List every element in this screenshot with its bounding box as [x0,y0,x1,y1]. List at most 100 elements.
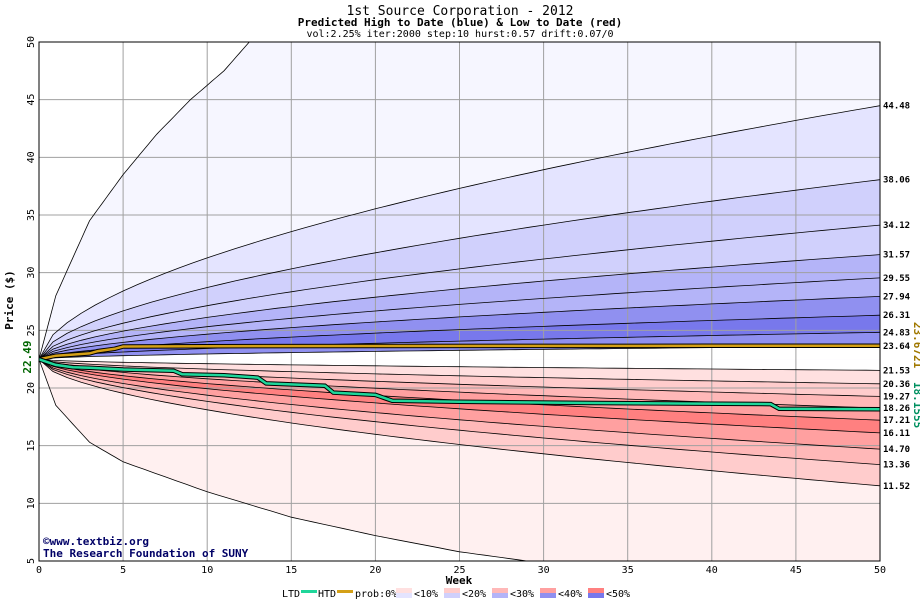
percentile-end-label: 23.64 [883,342,911,352]
percentile-end-label: 11.52 [883,482,910,492]
x-tick-label: 40 [706,565,718,576]
x-tick-label: 45 [790,565,802,576]
band-blue-over-4 [39,277,880,360]
band-red-4 [39,359,880,433]
percentile-end-label: 21.53 [883,366,910,376]
legend-band-swatch-blue [396,593,412,598]
series-lines [38,343,881,412]
legend-band-label: <40% [558,589,582,600]
legend-band-swatch-blue [444,593,460,598]
y-tick-label: 45 [26,94,37,106]
upper-percentile-curve [39,331,880,360]
x-tick-label: 15 [285,565,297,576]
band-red-5 [39,359,880,450]
band-red-2 [39,359,880,409]
lower-percentile-curve [39,358,880,487]
x-tick-label: 20 [369,565,381,576]
percentile-end-label: 38.06 [883,176,910,186]
legend-band-swatch-blue [540,593,556,598]
start-price-label: 22.49 [21,340,34,373]
lower-percentile-curve [39,358,880,465]
percentile-end-label: 14.70 [883,445,910,455]
legend-htd-swatch [337,590,353,593]
y-tick-label: 10 [26,497,37,509]
x-tick-label: 25 [453,565,465,576]
y-tick-label: 20 [26,382,37,394]
y-tick-label: 35 [26,209,37,221]
upper-percentile-curve [39,179,880,360]
watermark-site: ©www.textbiz.org [43,535,149,548]
extreme-lower-curve [39,359,527,561]
y-tick-label: 5 [26,558,37,564]
lower-percentile-curve [39,358,880,371]
band-red-7 [39,359,880,486]
percentile-curves [39,42,880,561]
legend-band-swatch-red [444,588,460,593]
upper-percentile-curve [39,254,880,360]
percentile-end-labels: 44.48 38.06 34.12 31.57 29.55 27.94 26.31 24.83… [883,102,911,492]
plot-frame [38,41,881,562]
grid [38,41,881,562]
band-blue-over-1 [39,179,880,360]
legend-band-label: <50% [606,589,630,600]
percentile-end-label: 34.12 [883,221,910,231]
simulation-params: vol:2.25% iter:2000 step:10 hurst:0.57 d… [306,29,613,40]
y-tick-label: 40 [26,151,37,163]
legend-band-label: <10% [414,589,438,600]
ltd-end-label: 18.1555 [911,382,920,428]
percentile-end-label: 17.21 [883,416,910,426]
legend: LTD HTD prob:0% <10% <20% <30% <40% <50% [282,588,630,600]
upper-percentile-curve [39,314,880,360]
upper-percentile-curve [39,296,880,360]
legend-ltd-swatch [301,590,317,593]
percentile-end-label: 24.83 [883,328,910,338]
percentile-end-label: 29.55 [883,274,910,284]
y-tick-label: 25 [26,324,37,336]
lower-percentile-curve [39,358,880,385]
x-tick-label: 5 [120,565,126,576]
legend-band-swatch-blue [492,593,508,598]
lower-percentile-curve [39,358,880,434]
watermark-org: The Research Foundation of SUNY [43,547,249,560]
legend-bands: <10% <20% <30% <40% <50% [396,588,630,600]
percentile-end-label: 31.57 [883,251,910,261]
upper-percentile-curve [39,105,880,360]
legend-ltd-label: LTD [282,589,300,600]
band-white-lower [39,359,527,561]
y-tick-labels: 5 10 15 20 25 30 35 40 45 50 [26,36,37,564]
upper-percentile-curve [39,277,880,360]
band-red-6 [39,359,880,465]
band-blue-over-2 [39,225,880,360]
y-tick-label: 15 [26,440,37,452]
x-tick-label: 30 [538,565,550,576]
legend-band-swatch-red [588,588,604,593]
x-tick-label: 10 [201,565,213,576]
band-white-upper [39,42,250,360]
x-tick-label: 35 [622,565,634,576]
percentile-end-label: 18.26 [883,404,910,414]
percentile-end-label: 13.36 [883,461,910,471]
legend-htd-label: HTD [318,589,336,600]
legend-band-swatch-red [492,588,508,593]
upper-percentile-curve [39,224,880,360]
percentile-end-label: 19.27 [883,392,910,402]
legend-band-swatch-red [540,588,556,593]
percentile-end-label: 16.11 [883,429,910,439]
x-axis-label: Week [446,574,473,587]
x-tick-label: 50 [874,565,886,576]
x-tick-labels: 0 5 10 15 20 25 30 35 40 45 50 [36,565,886,576]
percentile-end-label: 27.94 [883,292,911,302]
percentile-end-label: 44.48 [883,102,910,112]
y-axis-label: Price ($) [3,270,16,330]
chart-subtitle: Predicted High to Date (blue) & Low to D… [298,16,623,29]
legend-band-label: <20% [462,589,486,600]
legend-prob-label: prob:0% [355,589,397,600]
legend-band-swatch-red [396,588,412,593]
htd-end-label: 23.6721 [911,322,920,369]
band-blue-over-3 [39,254,880,360]
percentile-end-label: 20.36 [883,380,910,390]
legend-band-swatch-blue [588,593,604,598]
x-tick-label: 0 [36,565,42,576]
htd-line [38,344,881,361]
